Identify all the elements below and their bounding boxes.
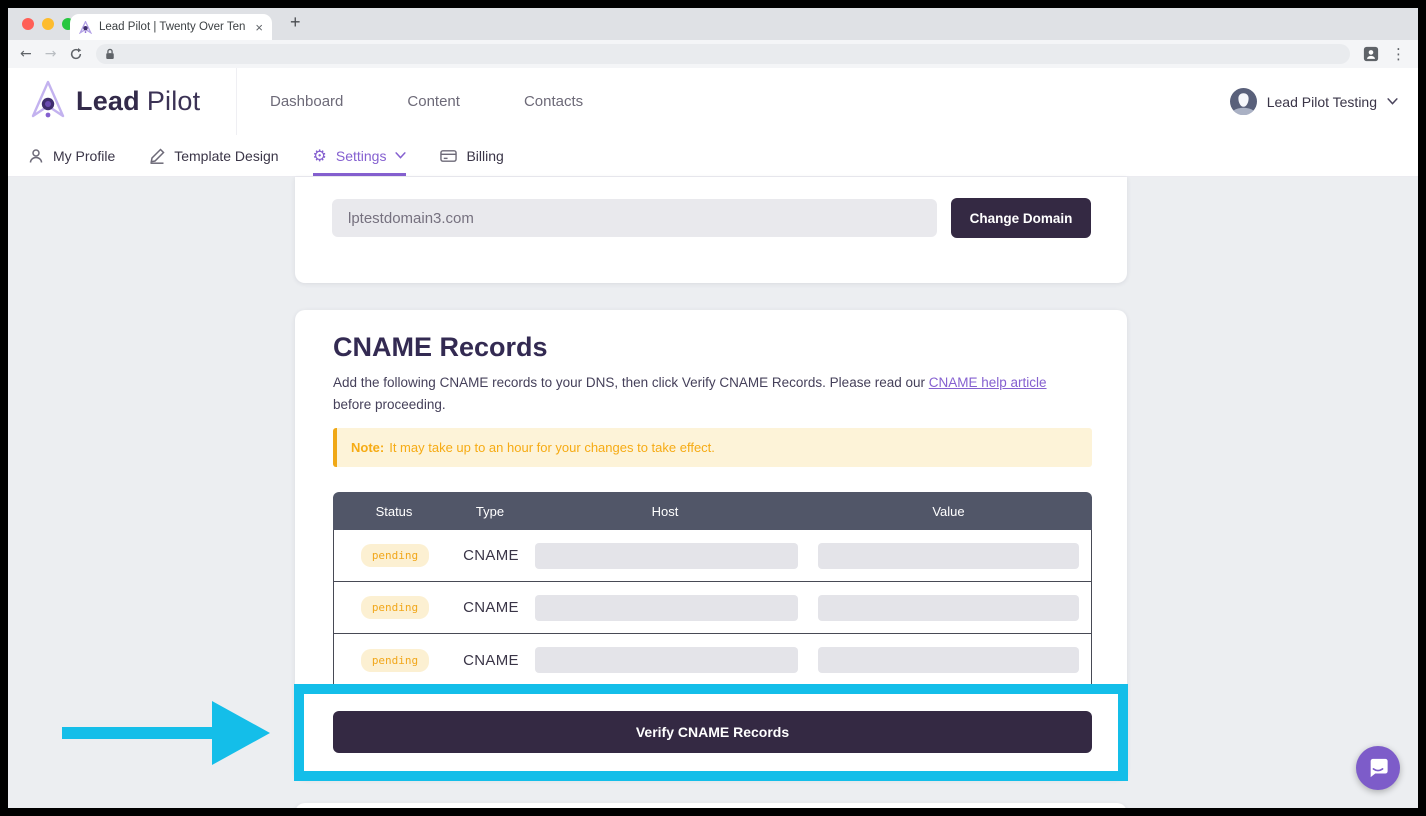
- browser-window: Lead Pilot | Twenty Over Ten × + ← → ⋮: [8, 8, 1418, 808]
- browser-toolbar: ← → ⋮: [8, 40, 1418, 68]
- note-text: It may take up to an hour for your chang…: [389, 440, 715, 455]
- record-type: CNAME: [463, 547, 519, 564]
- note-label: Note:: [351, 440, 385, 455]
- lock-icon: [105, 48, 115, 60]
- subnav-settings[interactable]: ⚙ Settings: [313, 135, 407, 176]
- settings-subnav: My Profile Template Design ⚙ Settings Bi…: [8, 135, 1418, 177]
- chevron-down-icon: [1387, 98, 1398, 105]
- cname-help-article-link[interactable]: CNAME help article: [928, 375, 1047, 390]
- avatar: [1229, 88, 1257, 115]
- table-row: pending CNAME: [334, 582, 1091, 634]
- nav-content[interactable]: Content: [407, 93, 460, 110]
- forward-icon: →: [44, 46, 57, 62]
- person-icon: [29, 148, 43, 163]
- chevron-down-icon: [395, 152, 407, 159]
- toolbar-right: ⋮: [1363, 46, 1406, 62]
- status-badge: pending: [360, 596, 430, 619]
- nav-dashboard[interactable]: Dashboard: [270, 93, 344, 110]
- nav-contacts[interactable]: Contacts: [523, 93, 584, 110]
- record-type: CNAME: [463, 651, 519, 669]
- tab-strip: Lead Pilot | Twenty Over Ten × +: [8, 8, 1418, 40]
- favicon-rocket-icon: [79, 20, 92, 34]
- gear-icon: ⚙: [312, 145, 327, 165]
- account-menu[interactable]: Lead Pilot Testing: [1229, 68, 1398, 135]
- cname-table-body: pending CNAME pending CNAME pending CNAM…: [333, 530, 1092, 687]
- next-card-top-edge: [295, 803, 1127, 808]
- table-row: pending CNAME: [334, 634, 1091, 686]
- chat-bubble-icon: [1370, 758, 1388, 778]
- chat-widget-button[interactable]: [1356, 746, 1400, 790]
- new-tab-button[interactable]: +: [290, 12, 301, 32]
- cname-records-description: Add the following CNAME records to your …: [333, 375, 1047, 412]
- value-redacted: [818, 647, 1079, 673]
- close-window-button[interactable]: [22, 18, 34, 30]
- lead-pilot-logo[interactable]: Lead Pilot: [30, 80, 200, 122]
- column-type: Type: [475, 503, 505, 519]
- verify-cname-records-button[interactable]: Verify CNAME Records: [333, 711, 1092, 753]
- cname-table: Status Type Host Value pending CNAME pen…: [333, 492, 1092, 687]
- value-redacted: [818, 594, 1079, 621]
- change-domain-button[interactable]: Change Domain: [951, 198, 1091, 238]
- browser-tab[interactable]: Lead Pilot | Twenty Over Ten ×: [70, 14, 272, 40]
- cname-records-title: CNAME Records: [333, 332, 548, 362]
- account-name: Lead Pilot Testing: [1266, 93, 1377, 110]
- value-redacted: [818, 542, 1079, 569]
- back-icon[interactable]: ←: [20, 46, 32, 62]
- credit-card-icon: [440, 149, 458, 162]
- host-value-redacted: [534, 542, 798, 569]
- settings-page-content: Change Domain CNAME Records Add the foll…: [8, 177, 1418, 808]
- browser-profile-icon[interactable]: [1363, 46, 1379, 62]
- pencil-icon: [150, 147, 165, 164]
- logo-text: Lead Pilot: [76, 85, 201, 116]
- subnav-billing[interactable]: Billing: [440, 135, 504, 176]
- status-badge: pending: [360, 544, 430, 567]
- minimize-window-button[interactable]: [42, 18, 54, 30]
- custom-domain-card: Change Domain: [295, 177, 1127, 283]
- window-controls: [22, 18, 74, 30]
- column-status: Status: [375, 503, 413, 519]
- main-nav: Dashboard Content Contacts: [270, 68, 583, 135]
- subnav-my-profile[interactable]: My Profile: [28, 135, 115, 176]
- annotation-arrow-icon: [62, 701, 270, 765]
- address-bar[interactable]: [96, 44, 1350, 64]
- cname-table-header: Status Type Host Value: [333, 492, 1092, 530]
- column-value: Value: [932, 503, 965, 519]
- tab-title: Lead Pilot | Twenty Over Ten: [99, 21, 246, 33]
- close-tab-icon[interactable]: ×: [255, 19, 263, 35]
- record-type: CNAME: [463, 599, 519, 616]
- note-banner: Note: It may take up to an hour for your…: [333, 428, 1092, 467]
- browser-menu-icon[interactable]: ⋮: [1391, 44, 1406, 63]
- reload-icon[interactable]: [69, 47, 83, 61]
- header-divider: [236, 68, 237, 135]
- subnav-template-design[interactable]: Template Design: [149, 135, 279, 176]
- status-badge: pending: [360, 648, 430, 672]
- table-row: pending CNAME: [334, 530, 1091, 582]
- host-value-redacted: [534, 594, 798, 621]
- host-value-redacted: [534, 647, 798, 673]
- rocket-logo-icon: [30, 80, 66, 122]
- app-header: Lead Pilot Dashboard Content Contacts Lea…: [8, 68, 1418, 135]
- domain-input[interactable]: [332, 199, 937, 237]
- column-host: Host: [651, 503, 679, 519]
